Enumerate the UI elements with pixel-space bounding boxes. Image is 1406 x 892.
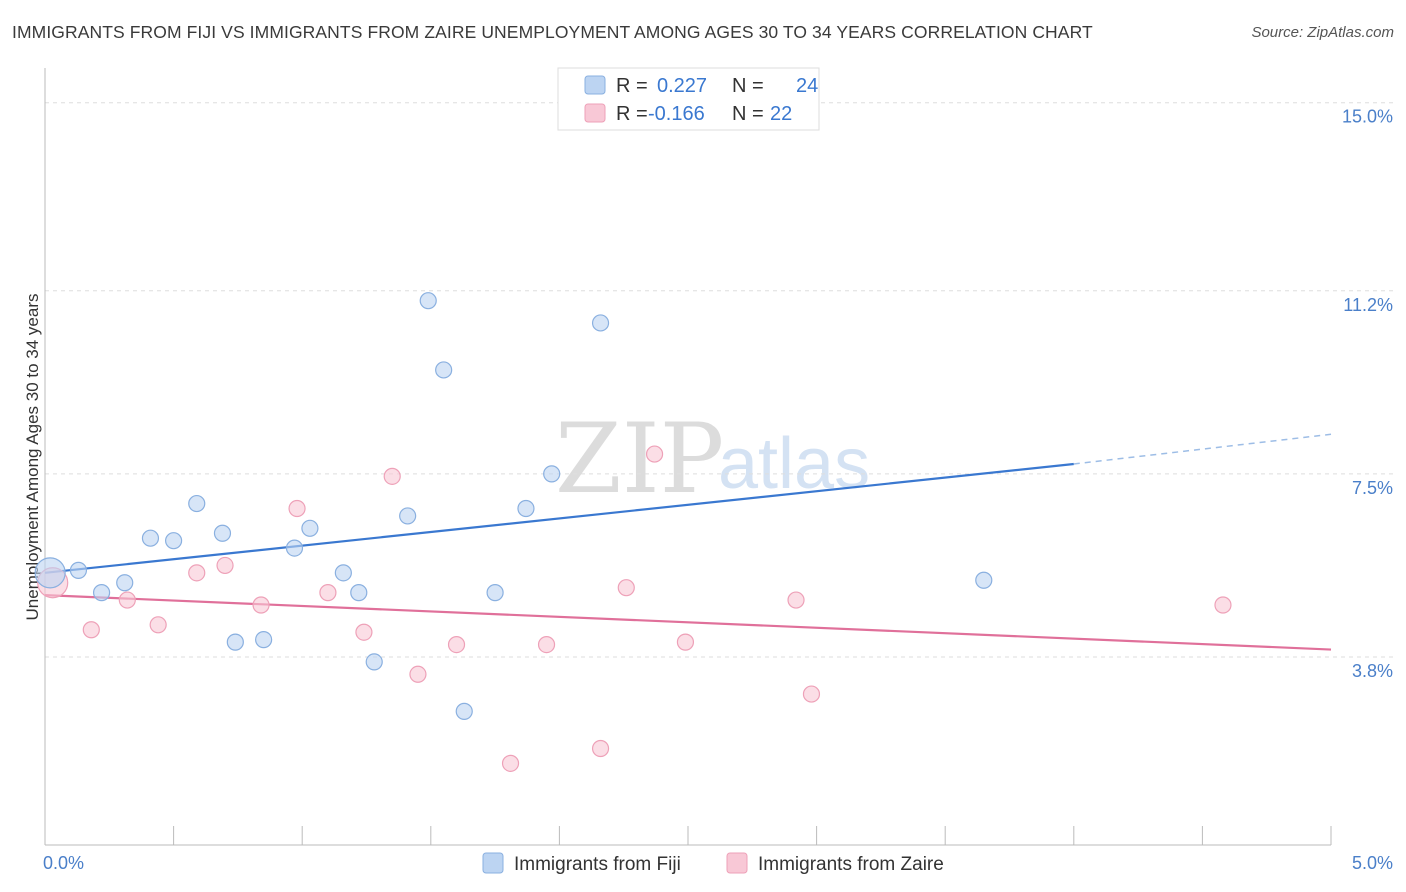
point-fiji-20 [517,499,535,518]
axes [44,68,1332,846]
trend-line-fiji-extension [1073,433,1332,465]
point-fiji-6 [188,494,206,513]
legend-n-label-fiji: N = [732,75,764,97]
y-axis-label: Unemployment Among Ages 30 to 34 years [23,294,42,621]
watermark-zip: ZIP [555,403,724,515]
data-points [34,292,1232,772]
point-fiji-18 [455,702,473,720]
series-legend-swatch-zaire [726,852,748,874]
legend-n-label-zaire: N = [732,103,764,125]
point-zaire-12 [447,635,466,654]
point-fiji-0 [34,557,66,589]
point-fiji-11 [301,519,319,537]
point-zaire-7 [288,499,306,518]
point-fiji-4 [141,529,160,547]
point-fiji-13 [350,584,368,602]
legend-r-label-zaire: R = [616,103,648,125]
legend-n-value-fiji: 24 [796,75,818,97]
watermark-atlas: atlas [718,424,870,504]
point-fiji-9 [255,631,273,649]
point-zaire-9 [355,623,373,641]
point-zaire-2 [118,591,136,609]
point-fiji-19 [486,584,504,602]
point-fiji-10 [285,539,304,557]
correlation-legend: R = 0.227 N = 24 R = -0.166 N = 22 [557,67,820,131]
x-tick-label-1: 5.0% [1352,853,1393,873]
y-tick-label-2: 11.2% [1343,295,1393,315]
point-fiji-17 [435,361,453,379]
point-zaire-3 [149,616,167,634]
point-zaire-11 [409,665,427,683]
x-tick-label-0: 0.0% [43,853,84,873]
point-fiji-12 [334,564,352,582]
point-fiji-23 [975,571,993,589]
point-zaire-8 [319,584,337,602]
grid-lines [45,102,1395,658]
y-tick-label-3: 15.0% [1342,107,1393,127]
series-legend: Immigrants from Fiji Immigrants from Zai… [482,852,944,875]
series-legend-label-zaire: Immigrants from Zaire [758,854,944,875]
point-zaire-14 [537,635,556,654]
point-fiji-3 [116,574,134,592]
point-zaire-19 [787,591,805,609]
point-fiji-7 [213,524,232,542]
legend-r-value-zaire: -0.166 [648,103,705,125]
point-zaire-6 [252,596,270,614]
point-fiji-2 [92,584,111,602]
y-tick-labels: 3.8% 7.5% 11.2% 15.0% [1342,107,1393,681]
legend-r-label-fiji: R = [616,75,648,97]
legend-r-value-fiji: 0.227 [657,75,707,97]
point-zaire-15 [591,739,610,758]
point-zaire-10 [383,467,401,485]
point-fiji-22 [591,314,610,332]
series-legend-swatch-fiji [482,852,504,874]
y-tick-label-0: 3.8% [1352,661,1393,681]
point-zaire-1 [82,621,100,639]
y-tick-label-1: 7.5% [1352,478,1393,498]
point-fiji-8 [226,633,244,651]
point-zaire-16 [617,579,635,597]
legend-swatch-zaire [584,103,606,123]
point-zaire-17 [645,445,664,463]
point-zaire-4 [188,564,206,582]
point-fiji-21 [543,465,561,483]
legend-swatch-fiji [584,75,606,95]
point-fiji-15 [399,507,417,525]
x-tick-labels: 0.0% 5.0% [43,853,1393,873]
legend-n-value-zaire: 22 [770,103,792,125]
point-fiji-16 [419,292,437,310]
point-zaire-21 [1214,596,1232,614]
source-credit: Source: ZipAtlas.com [1251,24,1394,41]
point-fiji-5 [165,532,183,550]
point-zaire-5 [216,556,234,575]
point-fiji-1 [69,561,88,579]
point-zaire-13 [501,754,520,772]
chart-title: IMMIGRANTS FROM FIJI VS IMMIGRANTS FROM … [12,22,1093,42]
point-fiji-14 [365,653,383,671]
series-legend-label-fiji: Immigrants from Fiji [514,854,681,875]
trend-line-fiji [44,462,1074,574]
point-zaire-20 [802,685,821,703]
point-zaire-18 [676,633,695,651]
